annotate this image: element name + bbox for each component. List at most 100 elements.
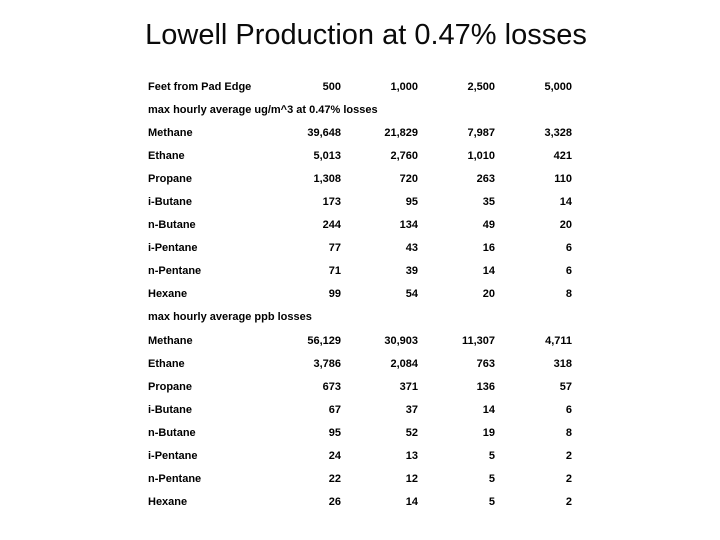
cell: 54	[405, 288, 418, 301]
cell: 421	[553, 149, 572, 162]
cell: 136	[476, 380, 495, 393]
cell: 4,711	[545, 334, 572, 347]
cell: 35	[482, 196, 495, 209]
row-label: i-Pentane	[148, 242, 198, 255]
table-row: n-Butane 244 134 49 20	[148, 214, 572, 237]
cell: 77	[328, 242, 341, 255]
table-row: Ethane 5,013 2,760 1,010 421	[148, 144, 572, 167]
cell: 2,760	[390, 149, 418, 162]
cell: 95	[405, 196, 418, 209]
cell: 26	[328, 496, 341, 509]
cell: 6	[565, 265, 572, 278]
table-section-row: max hourly average ug/m^3 at 0.47% losse…	[148, 98, 572, 121]
cell: 71	[328, 265, 341, 278]
cell: 39,648	[307, 126, 341, 139]
row-label: n-Butane	[148, 219, 196, 232]
section-label: max hourly average ug/m^3 at 0.47% losse…	[148, 103, 378, 116]
cell: 2	[565, 496, 572, 509]
table-row: Ethane 3,786 2,084 763 318	[148, 352, 572, 375]
table-row: Hexane 99 54 20 8	[148, 283, 572, 306]
cell: 37	[405, 403, 418, 416]
cell: 720	[399, 172, 418, 185]
cell: 52	[405, 426, 418, 439]
cell: 673	[322, 380, 341, 393]
row-label: i-Butane	[148, 196, 192, 209]
table-row: n-Pentane 22 12 5 2	[148, 468, 572, 491]
table-row: Propane 1,308 720 263 110	[148, 167, 572, 190]
header-col-5000: 5,000	[544, 80, 572, 93]
cell: 110	[554, 172, 572, 185]
cell: 43	[405, 242, 418, 255]
cell: 5	[488, 450, 495, 463]
row-label: Propane	[148, 172, 193, 185]
cell: 173	[322, 196, 341, 209]
cell: 2,084	[390, 357, 418, 370]
table-row: n-Pentane 71 39 14 6	[148, 260, 572, 283]
cell: 371	[399, 380, 418, 393]
cell: 20	[559, 219, 572, 232]
row-label: i-Butane	[148, 403, 192, 416]
row-label: n-Butane	[148, 426, 196, 439]
header-col-500: 500	[322, 80, 341, 93]
table-row: Propane 673 371 136 57	[148, 375, 572, 398]
row-label: n-Pentane	[148, 265, 202, 278]
row-label: i-Pentane	[148, 450, 198, 463]
cell: 14	[482, 403, 495, 416]
cell: 14	[405, 496, 418, 509]
slide-title: Lowell Production at 0.47% losses	[145, 19, 587, 51]
table-row: Hexane 26 14 5 2	[148, 491, 572, 514]
cell: 11,307	[461, 334, 495, 347]
row-label: Methane	[148, 126, 193, 139]
cell: 13	[405, 450, 418, 463]
table-row: Methane 56,129 30,903 11,307 4,711	[148, 329, 572, 352]
cell: 14	[482, 265, 495, 278]
cell: 134	[399, 219, 418, 232]
cell: 263	[476, 172, 495, 185]
cell: 20	[482, 288, 495, 301]
cell: 5	[488, 473, 495, 486]
cell: 763	[476, 357, 495, 370]
cell: 6	[565, 403, 572, 416]
cell: 318	[553, 357, 572, 370]
section-label: max hourly average ppb losses	[148, 311, 312, 324]
table-row: Methane 39,648 21,829 7,987 3,328	[148, 121, 572, 144]
cell: 95	[328, 426, 341, 439]
table-row: i-Butane 67 37 14 6	[148, 398, 572, 421]
header-col-1000: 1,000	[390, 80, 418, 93]
table-row: i-Butane 173 95 35 14	[148, 190, 572, 213]
cell: 67	[328, 403, 341, 416]
cell: 30,903	[384, 334, 418, 347]
table-section-row: max hourly average ppb losses	[148, 306, 572, 329]
cell: 49	[482, 219, 495, 232]
cell: 8	[565, 288, 572, 301]
cell: 21,829	[384, 126, 418, 139]
cell: 6	[565, 242, 572, 255]
row-label: Ethane	[148, 357, 185, 370]
row-label: Methane	[148, 334, 193, 347]
cell: 39	[405, 265, 418, 278]
cell: 1,308	[313, 172, 341, 185]
data-table: Feet from Pad Edge 500 1,000 2,500 5,000…	[148, 75, 572, 514]
cell: 1,010	[467, 149, 495, 162]
row-label: n-Pentane	[148, 473, 202, 486]
header-col-2500: 2,500	[467, 80, 495, 93]
table-row: i-Pentane 24 13 5 2	[148, 445, 572, 468]
cell: 99	[328, 288, 341, 301]
cell: 2	[565, 473, 572, 486]
cell: 57	[559, 380, 572, 393]
cell: 16	[482, 242, 495, 255]
cell: 5,013	[313, 149, 341, 162]
cell: 8	[565, 426, 572, 439]
cell: 3,328	[544, 126, 572, 139]
row-label: Ethane	[148, 149, 185, 162]
cell: 14	[559, 196, 572, 209]
cell: 56,129	[307, 334, 341, 347]
cell: 24	[328, 450, 341, 463]
cell: 244	[322, 219, 341, 232]
table-header-row: Feet from Pad Edge 500 1,000 2,500 5,000	[148, 75, 572, 98]
table-row: i-Pentane 77 43 16 6	[148, 237, 572, 260]
table-row: n-Butane 95 52 19 8	[148, 421, 572, 444]
cell: 19	[482, 426, 495, 439]
cell: 12	[405, 473, 418, 486]
